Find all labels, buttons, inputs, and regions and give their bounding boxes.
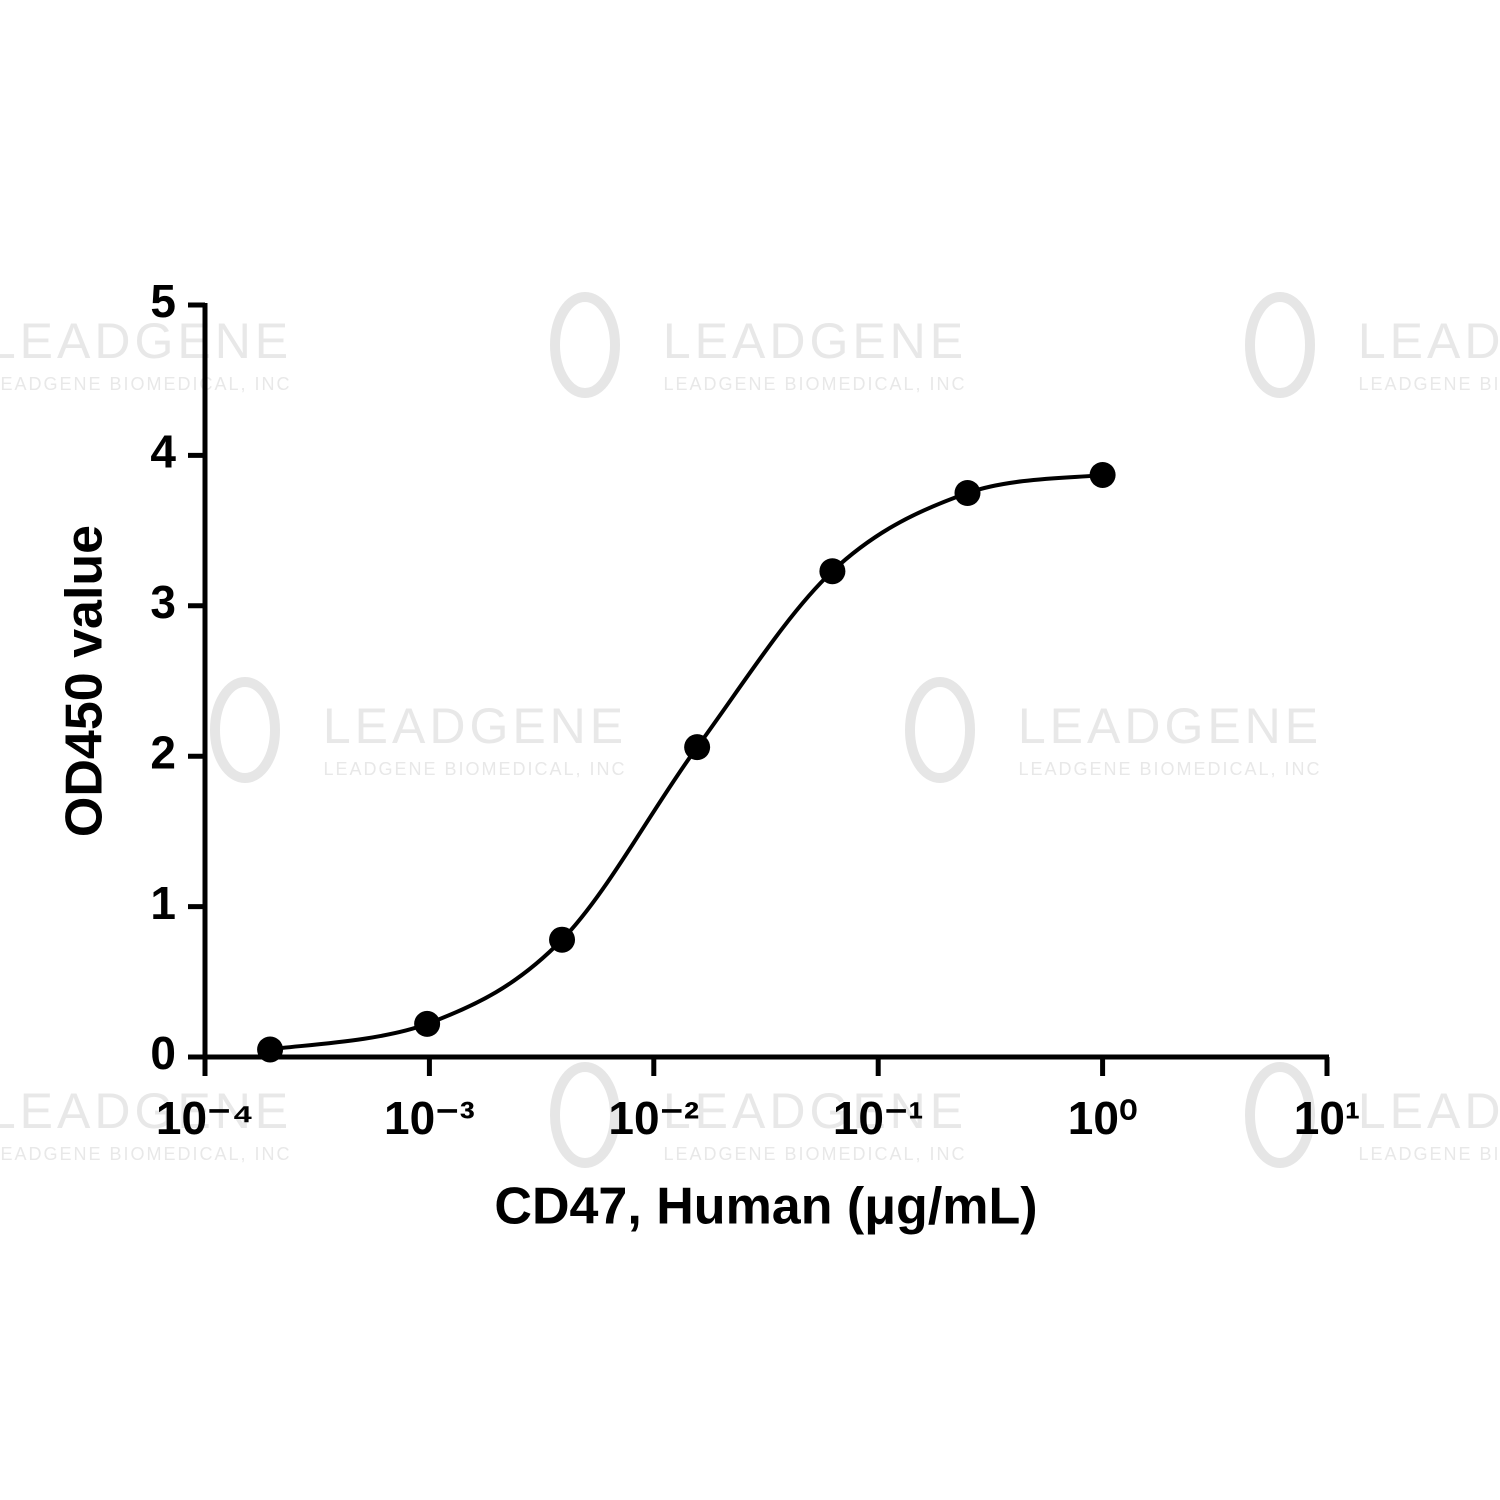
watermark-sub: LEADGENE BIOMEDICAL, INC [663, 374, 966, 394]
watermark-sub: LEADGENE BIOMEDICAL, INC [0, 374, 292, 394]
watermark-sub: LEADGENE BIOMEDICAL, INC [1358, 374, 1500, 394]
x-tick-label: 10¹ [1294, 1092, 1360, 1144]
watermark-text: LEADGENE [1358, 313, 1500, 369]
data-point [414, 1010, 441, 1037]
watermarks: LEADGENE LEADGENE BIOMEDICAL, INC LEADGENE… [0, 292, 1500, 1168]
y-tick-label: 2 [150, 726, 176, 778]
data-point [819, 558, 846, 585]
data-point [549, 926, 576, 953]
watermark-logo [210, 677, 280, 783]
watermark-sub: LEADGENE BIOMEDICAL, INC [1018, 759, 1321, 779]
y-axis-title: OD450 value [56, 525, 114, 837]
watermark-logo [550, 292, 620, 398]
x-axis-title: CD47, Human (μg/mL) [494, 1178, 1037, 1236]
y-tick-label: 3 [150, 576, 176, 628]
watermark-text: LEADGENE [323, 698, 627, 754]
watermark-logo [1245, 292, 1315, 398]
x-tick-label: 10⁻² [608, 1092, 699, 1144]
watermark-text: LEADGENE [0, 1083, 292, 1139]
data-point [954, 480, 981, 506]
watermark-text: LEADGENE [663, 1083, 967, 1139]
y-tick-label: 4 [150, 426, 176, 478]
x-tick-label: 10⁰ [1068, 1092, 1138, 1144]
y-tick-label: 1 [150, 877, 176, 929]
watermark-sub: LEADGENE BIOMEDICAL, INC [663, 1144, 966, 1164]
data-point [684, 734, 711, 761]
watermark-logo [550, 1062, 620, 1168]
x-tick-label: 10⁻³ [384, 1092, 475, 1144]
watermark-logo [1245, 1062, 1315, 1168]
data-point [257, 1036, 284, 1063]
watermark-sub: LEADGENE BIOMEDICAL, INC [1358, 1144, 1500, 1164]
watermark-text: LEADGENE [1358, 1083, 1500, 1139]
watermark-text: LEADGENE [663, 313, 967, 369]
x-tick-label: 10⁻⁴ [156, 1092, 254, 1144]
y-tick-label: 0 [150, 1027, 176, 1079]
data-point [1089, 461, 1116, 488]
x-tick-label: 10⁻¹ [833, 1092, 924, 1144]
watermark-logo [905, 677, 975, 783]
watermark-sub: LEADGENE BIOMEDICAL, INC [0, 1144, 292, 1164]
watermark-text: LEADGENE [0, 313, 292, 369]
watermark-sub: LEADGENE BIOMEDICAL, INC [323, 759, 626, 779]
watermark-text: LEADGENE [1018, 698, 1322, 754]
y-tick-label: 5 [150, 275, 176, 327]
